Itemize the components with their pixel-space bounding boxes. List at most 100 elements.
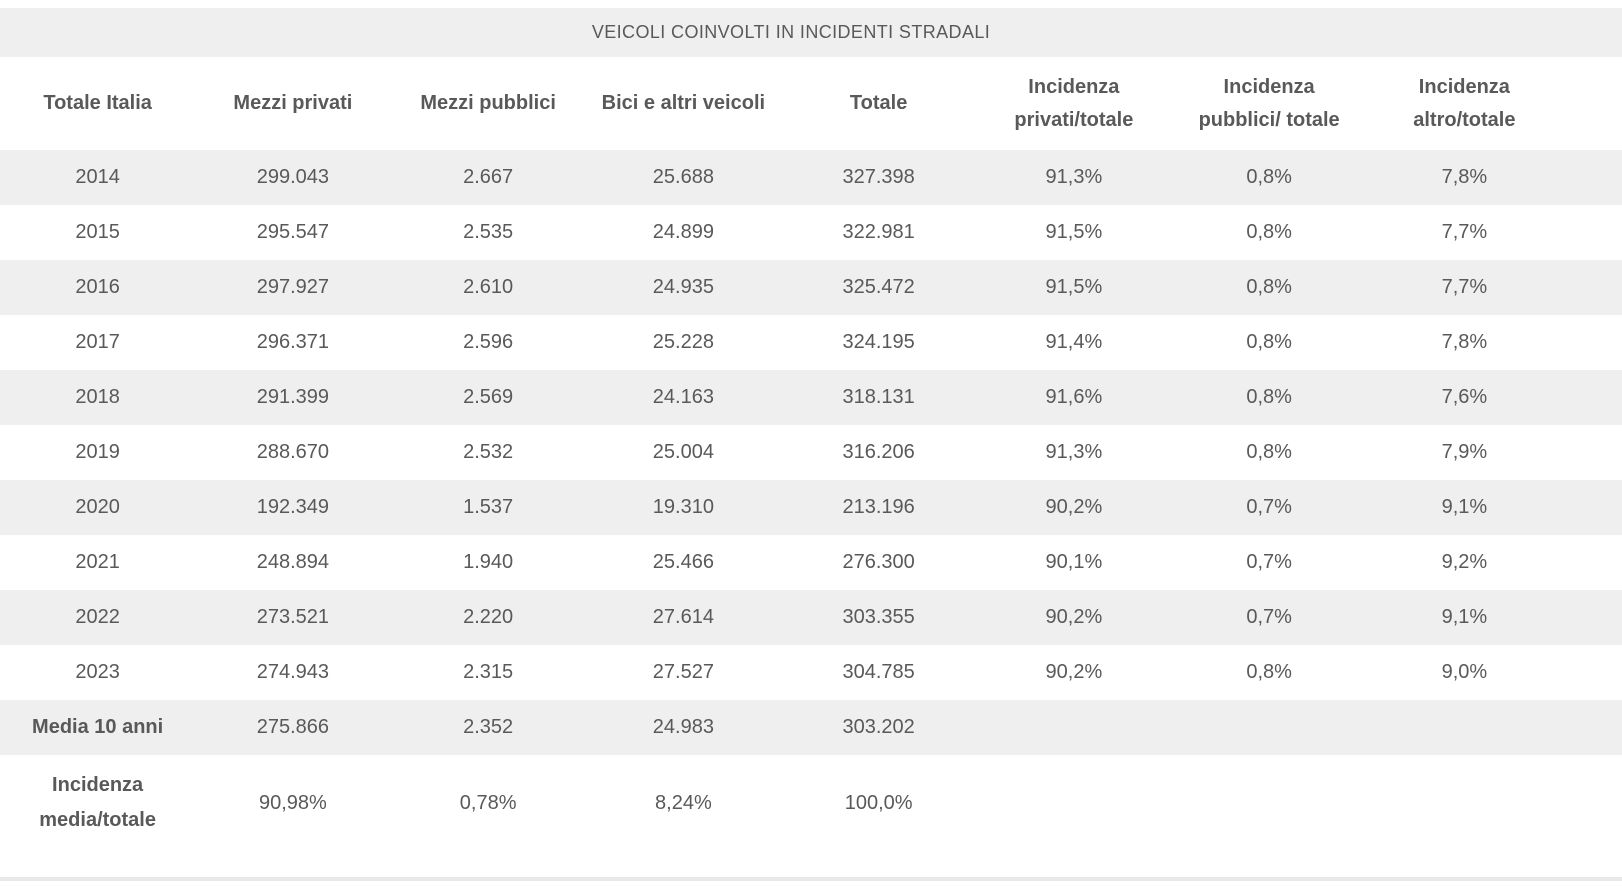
value-cell: 90,2% (976, 659, 1171, 686)
table-row: 2016 297.927 2.610 24.935 325.472 91,5% 0,8% 7,… (0, 260, 1622, 315)
value-cell: 295.547 (195, 219, 390, 246)
cell-value: 324.195 (842, 331, 915, 353)
cell-value: 91,5% (1045, 276, 1103, 298)
cell-value: 299.043 (256, 166, 330, 188)
cell-value: 2.596 (463, 331, 514, 353)
value-cell: 0,7% (1172, 494, 1367, 521)
value-cell: 316.206 (781, 439, 976, 466)
table-title-bar: VEICOLI COINVOLTI IN INCIDENTI STRADALI (0, 8, 1622, 57)
cell-value: 303.202 (842, 716, 915, 738)
row-label: Incidenza media/totale (39, 774, 156, 831)
value-cell: 325.472 (781, 274, 976, 301)
cell-value: 296.371 (256, 331, 330, 353)
value-cell: 7,9% (1367, 439, 1562, 466)
value-cell: 24.935 (586, 274, 781, 301)
value-cell: 288.670 (195, 439, 390, 466)
value-cell: 192.349 (195, 494, 390, 521)
value-cell: 1.537 (391, 494, 586, 521)
row-label-cell: 2020 (0, 494, 195, 521)
table-bottom-border (0, 877, 1622, 881)
column-header-label: Incidenza pubblici/ totale (1198, 75, 1340, 131)
value-cell: 248.894 (195, 549, 390, 576)
value-cell: 2.535 (391, 219, 586, 246)
value-cell: 296.371 (195, 329, 390, 356)
cell-value: 0,7% (1246, 496, 1292, 518)
cell-value: 316.206 (842, 441, 915, 463)
cell-value: 91,3% (1045, 166, 1103, 188)
value-cell: 91,5% (976, 274, 1171, 301)
table-title: VEICOLI COINVOLTI IN INCIDENTI STRADALI (591, 22, 991, 42)
cell-value: 2.532 (463, 441, 514, 463)
column-header-label: Bici e altri veicoli (601, 92, 766, 114)
cell-value: 0,78% (459, 791, 517, 814)
value-cell: 24.899 (586, 219, 781, 246)
cell-value: 1.537 (463, 496, 514, 518)
value-cell: 91,6% (976, 384, 1171, 411)
column-header-label: Mezzi privati (233, 92, 353, 114)
table-row: Incidenza media/totale 90,98% 0,78% 8,24% 10… (0, 755, 1622, 877)
table-row: Media 10 anni 275.866 2.352 24.983 303.202 (0, 700, 1622, 755)
cell-value: 295.547 (256, 221, 330, 243)
table-body: 2014 299.043 2.667 25.688 327.398 91,3% 0,8% 7,… (0, 150, 1622, 877)
value-cell: 9,1% (1367, 604, 1562, 631)
value-cell: 90,1% (976, 549, 1171, 576)
row-label: 2020 (75, 496, 120, 518)
cell-value: 27.527 (652, 661, 714, 683)
cell-value: 273.521 (256, 606, 330, 628)
value-cell: 2.352 (391, 714, 586, 741)
value-cell: 0,8% (1172, 384, 1367, 411)
value-cell: 327.398 (781, 164, 976, 191)
cell-value: 25.004 (652, 441, 714, 463)
value-cell: 0,78% (391, 786, 586, 821)
cell-value: 7,8% (1441, 331, 1488, 353)
value-cell: 0,8% (1172, 329, 1367, 356)
cell-value: 325.472 (842, 276, 915, 298)
cell-value: 9,1% (1441, 496, 1488, 518)
cell-value: 27.614 (652, 606, 714, 628)
row-label: 2022 (75, 606, 120, 628)
cell-value: 91,6% (1045, 386, 1103, 408)
row-label: 2019 (75, 441, 120, 463)
row-label-cell: 2014 (0, 164, 195, 191)
column-header-label: Totale Italia (43, 92, 152, 114)
column-header-label: Incidenza altro/totale (1413, 75, 1516, 131)
cell-value: 2.535 (463, 221, 514, 243)
column-header: Incidenza privati/totale (976, 71, 1171, 137)
value-cell: 297.927 (195, 274, 390, 301)
cell-value: 24.899 (652, 221, 714, 243)
cell-value: 2.315 (463, 661, 514, 683)
cell-value: 322.981 (842, 221, 915, 243)
row-label: 2014 (75, 166, 120, 188)
row-label-cell: 2015 (0, 219, 195, 246)
cell-value: 213.196 (842, 496, 915, 518)
cell-value: 100,0% (844, 791, 913, 814)
column-header: Incidenza altro/totale (1367, 71, 1562, 137)
cell-value: 19.310 (652, 496, 714, 518)
value-cell: 2.569 (391, 384, 586, 411)
table-row: 2022 273.521 2.220 27.614 303.355 90,2% 0,7% 9,… (0, 590, 1622, 645)
value-cell: 91,5% (976, 219, 1171, 246)
cell-value: 7,6% (1441, 386, 1488, 408)
value-cell: 25.004 (586, 439, 781, 466)
row-label-cell: 2023 (0, 659, 195, 686)
cell-value: 7,7% (1441, 221, 1488, 243)
table-row: 2019 288.670 2.532 25.004 316.206 91,3% 0,8% 7,… (0, 425, 1622, 480)
cell-value: 276.300 (842, 551, 915, 573)
row-label: Media 10 anni (32, 716, 164, 738)
cell-value: 91,3% (1045, 441, 1103, 463)
cell-value: 297.927 (256, 276, 330, 298)
row-label: 2021 (75, 551, 120, 573)
cell-value: 0,8% (1246, 441, 1292, 463)
cell-value: 0,8% (1246, 661, 1292, 683)
row-label-cell: Media 10 anni (0, 714, 195, 741)
cell-value: 9,1% (1441, 606, 1488, 628)
value-cell: 0,8% (1172, 439, 1367, 466)
cell-value: 90,2% (1045, 661, 1103, 683)
value-cell: 274.943 (195, 659, 390, 686)
cell-value: 318.131 (842, 386, 915, 408)
value-cell: 9,2% (1367, 549, 1562, 576)
value-cell: 24.983 (586, 714, 781, 741)
value-cell: 9,0% (1367, 659, 1562, 686)
row-label-cell: 2018 (0, 384, 195, 411)
